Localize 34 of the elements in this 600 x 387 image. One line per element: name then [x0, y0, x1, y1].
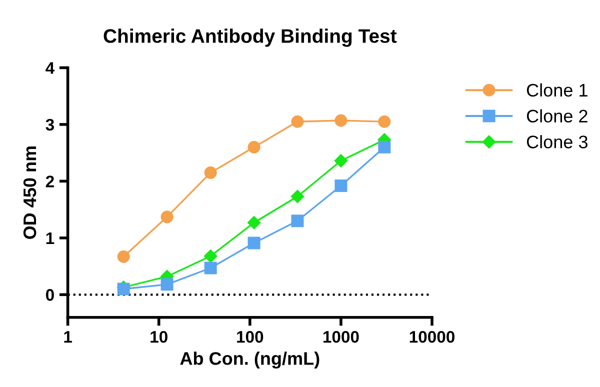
y-tick-label: 0 [46, 289, 54, 301]
point [204, 249, 218, 263]
legend-label: Clone 2 [526, 109, 588, 122]
point [117, 250, 130, 263]
x-tick-label: 1000 [323, 330, 359, 343]
point [204, 262, 217, 274]
y-tick-label: 2 [46, 176, 54, 188]
point [248, 140, 260, 154]
x-tick-label: 100 [237, 330, 264, 343]
y-axis-title: OD 450 nm [23, 146, 36, 239]
point [290, 190, 304, 204]
point [160, 210, 174, 224]
point [204, 166, 217, 179]
x-tick-label: 1 [64, 331, 72, 343]
x-tick-label: 10 [150, 330, 168, 343]
point [247, 216, 261, 230]
legend-label: Clone 3 [526, 135, 588, 148]
point [334, 114, 348, 127]
y-tick-label: 3 [46, 118, 54, 131]
point [291, 115, 304, 128]
legend-label: Clone 1 [526, 83, 588, 97]
point [248, 236, 260, 250]
point [291, 214, 304, 228]
point [117, 282, 130, 296]
point [334, 179, 348, 192]
x-tick-label: 10000 [410, 330, 454, 343]
y-tick-label: 4 [46, 62, 55, 74]
x-axis-title: Ab Con. (ng/mL) [180, 352, 320, 369]
point [160, 278, 174, 291]
point [378, 140, 391, 154]
point [378, 115, 391, 128]
point [334, 154, 348, 168]
chart-title: Chimeric Antibody Binding Test [104, 28, 397, 47]
y-tick-label: 1 [46, 232, 54, 244]
